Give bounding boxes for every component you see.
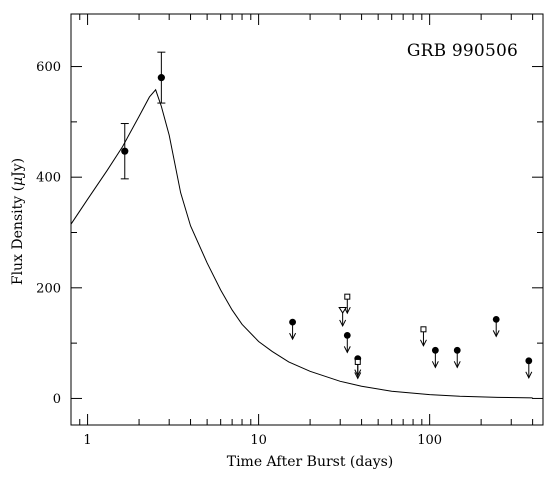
x-tick-label: 100 <box>417 433 442 448</box>
chart-title: GRB 990506 <box>407 41 518 61</box>
upper-limit-triangle-point <box>338 306 348 314</box>
upper-limit-arrow-head <box>339 319 347 328</box>
x-tick-label: 1 <box>83 433 91 448</box>
upper-limit-filled-point <box>453 346 461 354</box>
x-axis-title: Time After Burst (days) <box>227 454 394 470</box>
y-axis-title: Flux Density (μJy) <box>10 158 26 285</box>
upper-limit-filled-point <box>343 331 351 339</box>
upper-limit-filled-point <box>525 357 533 365</box>
upper-limit-arrow-head <box>420 339 427 347</box>
upper-limit-arrow-head <box>453 361 461 369</box>
upper-limit-arrow-head <box>431 361 439 369</box>
upper-limit-open-point <box>354 358 361 365</box>
y-tick-label: 0 <box>53 392 61 407</box>
detection-point <box>121 147 129 155</box>
y-tick-label: 200 <box>36 281 61 296</box>
upper-limit-arrow-head <box>492 330 500 338</box>
upper-limit-arrow-head <box>525 371 533 379</box>
detection-point <box>157 74 165 82</box>
x-tick-label: 10 <box>250 433 267 448</box>
upper-limit-filled-point <box>289 318 296 326</box>
plot-frame <box>70 13 544 426</box>
upper-limit-filled-point <box>431 346 439 354</box>
upper-limit-arrow-head <box>354 372 362 380</box>
model-curve <box>70 88 533 399</box>
upper-limit-filled-point <box>492 315 500 323</box>
y-tick-label: 400 <box>36 171 61 186</box>
y-tick-label: 600 <box>36 60 61 75</box>
upper-limit-open-point <box>420 326 427 333</box>
upper-limit-arrow-head <box>343 346 351 354</box>
upper-limit-open-point <box>344 293 351 300</box>
upper-limit-arrow-head <box>289 332 297 341</box>
